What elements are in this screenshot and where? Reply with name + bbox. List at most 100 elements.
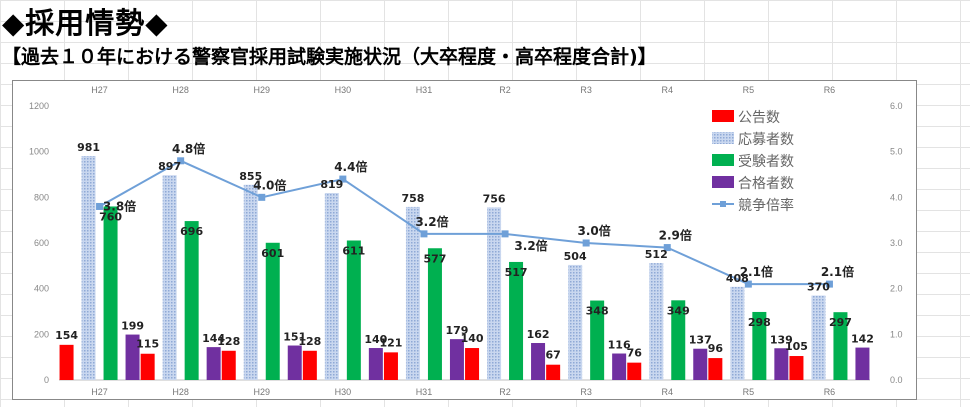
legend-line-marker [720,201,726,207]
passers-bar [368,348,383,380]
applicants-bar [568,264,583,380]
applicants-bar [405,206,420,380]
ratio-marker [825,280,833,288]
notice-bar [789,356,804,380]
notice-value-label: 105 [785,340,808,353]
passers-value-label: 151 [283,331,306,344]
examinees-value-label: 601 [261,247,284,260]
examinees-bar [184,221,199,380]
ratio-value-label: 4.0倍 [253,177,286,192]
applicants-value-label: 855 [239,170,262,183]
passers-value-label: 162 [527,328,550,341]
ratio-value-label: 4.8倍 [172,141,205,156]
passers-bar [612,353,627,380]
applicants-bar [162,175,177,380]
x-bottom-tick-label: H30 [335,387,352,397]
examinees-bar [427,248,442,380]
examinees-value-label: 577 [423,252,446,265]
passers-value-label: 137 [689,334,712,347]
x-bottom-tick-label: R3 [580,387,592,397]
passers-bar [693,348,708,380]
ratio-marker [177,157,185,165]
ratio-value-label: 3.2倍 [415,214,448,229]
x-top-tick-label: H31 [416,85,433,95]
notice-bar [140,353,155,380]
ratio-marker [663,244,671,252]
x-top-tick-label: R6 [824,85,836,95]
applicants-bar [649,263,664,380]
applicants-bar [811,295,826,380]
y-right-tick-label: 1.0 [890,329,903,339]
applicants-bar [324,192,339,380]
notice-bar [546,364,561,380]
ratio-marker [339,175,347,183]
examinees-value-label: 517 [505,266,528,279]
y-left-tick-label: 0 [44,375,49,385]
notice-bar [708,358,723,380]
examinees-bar [509,261,524,380]
notice-bar [383,352,398,380]
legend-label: 公告数 [738,110,780,126]
passers-value-label: 199 [121,320,144,333]
passers-bar [774,348,789,380]
y-left-tick-label: 1200 [29,101,49,111]
passers-value-label: 142 [851,333,874,346]
x-top-tick-label: H28 [172,85,189,95]
x-top-tick-label: H29 [253,85,270,95]
applicants-value-label: 819 [320,178,343,191]
legend-label: 競争倍率 [738,197,794,214]
x-bottom-tick-label: H28 [172,387,189,397]
legend-swatch [712,132,734,144]
notice-value-label: 140 [461,332,484,345]
examinees-bar [103,206,118,380]
ratio-marker [420,230,428,238]
notice-bar [465,348,480,380]
examinees-value-label: 611 [342,244,365,257]
applicants-bar [487,207,502,380]
notice-value-label: 154 [55,329,78,342]
x-bottom-tick-label: H27 [91,387,108,397]
x-bottom-tick-label: R4 [661,387,673,397]
ratio-marker [258,193,266,201]
notice-bar [627,362,642,380]
examinees-value-label: 297 [829,316,852,329]
x-bottom-tick-label: R5 [743,387,755,397]
ratio-value-label: 3.0倍 [578,223,611,238]
chart-subtitle: 【過去１０年における警察官採用試験実施状況（大卒程度・高卒程度合計)】 [2,46,657,68]
notice-value-label: 121 [379,336,402,349]
x-top-tick-label: R3 [580,85,592,95]
x-bottom-tick-label: H31 [416,387,433,397]
y-left-tick-label: 1000 [29,147,49,157]
notice-value-label: 128 [217,335,240,348]
y-right-tick-label: 6.0 [890,101,903,111]
ratio-value-label: 3.2倍 [514,238,547,253]
ratio-value-label: 4.4倍 [334,159,367,174]
examinees-bar [590,300,605,380]
passers-bar [287,345,302,380]
ratio-marker [582,239,590,247]
x-bottom-tick-label: R6 [824,387,836,397]
ratio-value-label: 2.1倍 [821,264,854,279]
y-right-tick-label: 3.0 [890,238,903,248]
y-left-tick-label: 400 [34,284,49,294]
legend-swatch [712,176,734,188]
passers-value-label: 179 [445,324,468,337]
notice-bar [221,350,236,380]
x-top-tick-label: H30 [335,85,352,95]
applicants-value-label: 370 [807,281,830,294]
passers-value-label: 116 [608,339,631,352]
examinees-bar [346,240,361,380]
examinees-value-label: 696 [180,225,203,238]
notice-value-label: 128 [298,335,321,348]
applicants-value-label: 756 [483,192,506,205]
y-left-tick-label: 200 [34,329,49,339]
examinees-value-label: 760 [99,210,122,223]
legend-swatch [712,154,734,166]
examinees-bar [752,311,767,380]
passers-bar [531,343,546,380]
ratio-value-label: 3.8倍 [103,198,136,213]
passers-value-label: 140 [364,333,387,346]
chart: 0 200 400 600 800 1000 1200 0.0 1.0 2.0 3.0 4.0 5.0 6… [12,80,917,400]
legend-label: 受験者数 [738,154,794,170]
applicants-value-label: 408 [726,272,749,285]
